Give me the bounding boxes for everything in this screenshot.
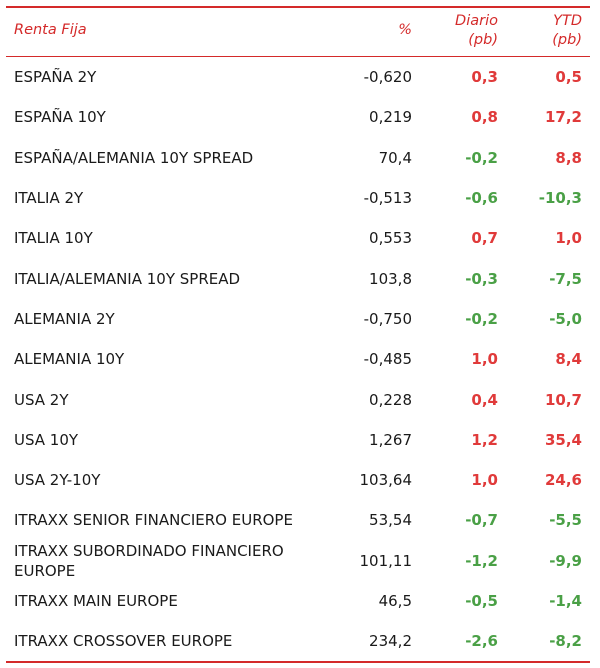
table-row: ITRAXX SUBORDINADO FINANCIERO EUROPE 101,…: [6, 541, 590, 581]
row-ytd: 10,7: [544, 390, 582, 409]
row-pct: 70,4: [378, 148, 412, 167]
row-pct: 46,5: [378, 592, 412, 610]
row-name: ITRAXX SENIOR FINANCIERO EUROPE: [14, 511, 293, 530]
table-header: Renta Fija % Diario (pb) YTD (pb): [6, 8, 590, 57]
table-row: ITALIA 2Y -0,513 -0,6 -10,3: [6, 178, 590, 218]
daily-header-line2: (pb): [468, 32, 498, 48]
row-ytd: 8,8: [555, 148, 582, 167]
ytd-column-header: YTD (pb): [522, 12, 582, 50]
table-row: ALEMANIA 10Y -0,485 1,0 8,4: [6, 339, 590, 379]
table-row: ESPAÑA 2Y -0,620 0,3 0,5: [6, 57, 590, 97]
row-name: ESPAÑA 2Y: [14, 68, 97, 87]
row-name: ITRAXX MAIN EUROPE: [14, 592, 178, 610]
table-row: ESPAÑA 10Y 0,219 0,8 17,2: [6, 97, 590, 137]
table-row: ITALIA 10Y 0,553 0,7 1,0: [6, 218, 590, 258]
row-daily: -2,6: [465, 632, 498, 651]
row-ytd: -8,2: [549, 632, 582, 651]
row-name: ITALIA 10Y: [14, 229, 93, 248]
row-daily: -1,2: [465, 551, 498, 570]
row-daily: 1,0: [471, 471, 498, 490]
row-pct: 0,228: [369, 390, 412, 409]
row-ytd: -5,5: [549, 511, 582, 530]
row-name: ALEMANIA 2Y: [14, 309, 115, 328]
table-row: ALEMANIA 2Y -0,750 -0,2 -5,0: [6, 299, 590, 339]
row-pct: -0,485: [363, 350, 412, 369]
row-ytd: -10,3: [538, 189, 582, 208]
row-daily: -0,3: [465, 269, 498, 288]
pct-column-header: %: [398, 22, 412, 38]
row-pct: 103,8: [369, 269, 412, 288]
table-row: USA 2Y 0,228 0,4 10,7: [6, 379, 590, 419]
daily-column-header: Diario (pb): [438, 12, 498, 50]
row-daily: 0,3: [471, 68, 498, 87]
row-pct: -0,750: [363, 309, 412, 328]
row-daily: -0,2: [465, 148, 498, 167]
table-row: ITRAXX CROSSOVER EUROPE 234,2 -2,6 -8,2: [6, 621, 590, 661]
row-name: ITRAXX CROSSOVER EUROPE: [14, 632, 233, 651]
row-daily: 1,0: [471, 350, 498, 369]
ytd-header-line1: YTD: [553, 13, 582, 29]
row-ytd: -7,5: [549, 269, 582, 288]
row-name: ALEMANIA 10Y: [14, 350, 125, 369]
table-row: USA 10Y 1,267 1,2 35,4: [6, 420, 590, 460]
row-ytd: 0,5: [555, 68, 582, 87]
table-row: USA 2Y-10Y 103,64 1,0 24,6: [6, 460, 590, 500]
row-ytd: 35,4: [544, 430, 582, 449]
table-body: ESPAÑA 2Y -0,620 0,3 0,5 ESPAÑA 10Y 0,219 0,8 1…: [6, 57, 590, 661]
row-pct: 0,219: [369, 108, 412, 127]
table-title: Renta Fija: [14, 22, 87, 38]
row-ytd: -5,0: [549, 309, 582, 328]
row-ytd: -1,4: [549, 592, 582, 610]
fixed-income-table: Renta Fija % Diario (pb) YTD (pb) ESPAÑA…: [6, 6, 590, 664]
row-pct: 53,54: [369, 511, 412, 530]
row-name: ITRAXX SUBORDINADO FINANCIERO EUROPE: [14, 541, 284, 580]
row-name: ESPAÑA 10Y: [14, 108, 106, 127]
row-daily: 0,8: [471, 108, 498, 127]
row-ytd: 1,0: [555, 229, 582, 248]
row-ytd: 24,6: [544, 471, 582, 490]
row-daily: -0,7: [465, 511, 498, 530]
row-pct: -0,620: [363, 68, 412, 87]
row-pct: -0,513: [363, 189, 412, 208]
row-pct: 103,64: [359, 471, 413, 490]
row-name: ITALIA/ALEMANIA 10Y SPREAD: [14, 269, 241, 288]
table-row: ESPAÑA/ALEMANIA 10Y SPREAD 70,4 -0,2 8,8: [6, 138, 590, 178]
row-name: USA 10Y: [14, 430, 79, 449]
table-row: ITALIA/ALEMANIA 10Y SPREAD 103,8 -0,3 -7,5: [6, 258, 590, 298]
row-pct: 1,267: [369, 430, 412, 449]
daily-header-line1: Diario: [455, 13, 498, 29]
row-pct: 101,11: [359, 551, 413, 570]
row-daily: 1,2: [471, 430, 498, 449]
row-daily: 0,7: [471, 229, 498, 248]
row-name: USA 2Y: [14, 390, 69, 409]
row-pct: 0,553: [369, 229, 412, 248]
row-daily: -0,6: [465, 189, 498, 208]
row-ytd: 17,2: [544, 108, 582, 127]
row-ytd: 8,4: [555, 350, 582, 369]
row-name: ESPAÑA/ALEMANIA 10Y SPREAD: [14, 148, 254, 167]
row-daily: 0,4: [471, 390, 498, 409]
row-pct: 234,2: [369, 632, 412, 651]
row-ytd: -9,9: [549, 551, 582, 570]
table-row: ITRAXX MAIN EUROPE 46,5 -0,5 -1,4: [6, 581, 590, 621]
ytd-header-line2: (pb): [552, 32, 582, 48]
row-name: USA 2Y-10Y: [14, 471, 101, 490]
row-name: ITALIA 2Y: [14, 189, 84, 208]
row-daily: -0,5: [465, 592, 498, 610]
table-row: ITRAXX SENIOR FINANCIERO EUROPE 53,54 -0,7…: [6, 500, 590, 540]
row-daily: -0,2: [465, 309, 498, 328]
